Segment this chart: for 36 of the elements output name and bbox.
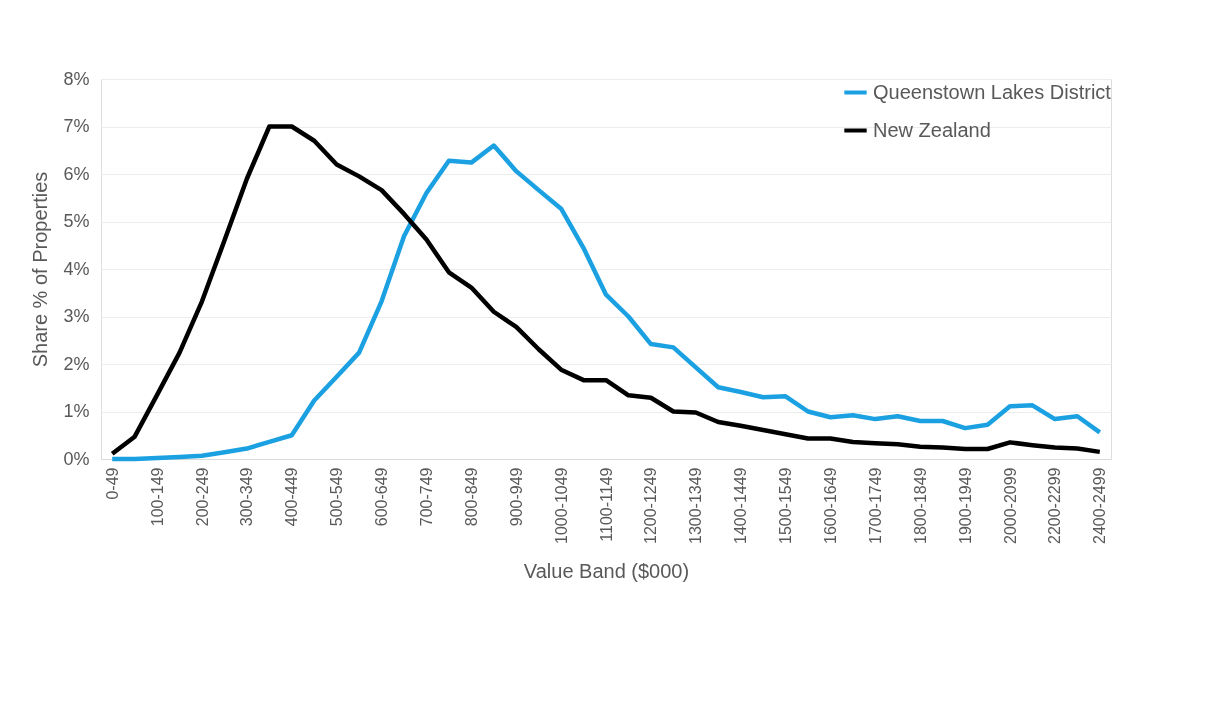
x-tick-label: 700-749 [417, 467, 435, 527]
x-tick-label: 1000-1049 [552, 467, 570, 545]
x-tick-label: 1600-1649 [821, 467, 839, 545]
x-tick-label: 2200-2299 [1046, 467, 1064, 545]
y-tick-label: 4% [63, 258, 90, 279]
x-tick-label: 1800-1849 [911, 467, 929, 545]
x-tick-label: 100-149 [148, 467, 166, 527]
x-tick-label: 1100-1149 [597, 467, 615, 542]
y-tick-label: 2% [63, 353, 90, 374]
x-tick-label: 1500-1549 [777, 467, 795, 545]
x-tick-label: 1400-1449 [732, 467, 750, 545]
x-tick-label: 2400-2499 [1091, 467, 1109, 545]
y-tick-label: 8% [63, 68, 90, 89]
x-tick-label: 200-249 [193, 467, 211, 527]
y-tick-label: 7% [63, 116, 90, 136]
x-tick-label: 900-949 [507, 467, 525, 527]
x-tick-label: 300-349 [238, 467, 256, 527]
x-tick-label: 2000-2099 [1001, 467, 1019, 545]
x-tick-label: 0-49 [103, 467, 121, 500]
x-tick-label: 400-449 [283, 467, 301, 527]
legend-label: New Zealand [873, 118, 991, 141]
x-axis-title: Value Band ($000) [523, 560, 690, 583]
x-tick-label: 1700-1749 [866, 467, 884, 545]
y-axis-title: Share % of Properties [29, 171, 52, 368]
y-tick-label: 3% [63, 306, 90, 326]
y-tick-label: 0% [63, 448, 90, 469]
legend-label: Queenstown Lakes District [873, 80, 1112, 103]
x-tick-label: 1200-1249 [642, 467, 660, 545]
x-tick-label: 1900-1949 [956, 467, 974, 545]
y-tick-label: 6% [63, 163, 90, 184]
x-tick-label: 600-649 [373, 467, 391, 527]
y-tick-label: 1% [63, 401, 90, 421]
y-tick-label: 5% [63, 211, 90, 231]
x-tick-label: 1300-1349 [687, 467, 705, 545]
x-tick-label: 800-849 [462, 467, 480, 527]
x-tick-label: 500-549 [328, 467, 346, 527]
